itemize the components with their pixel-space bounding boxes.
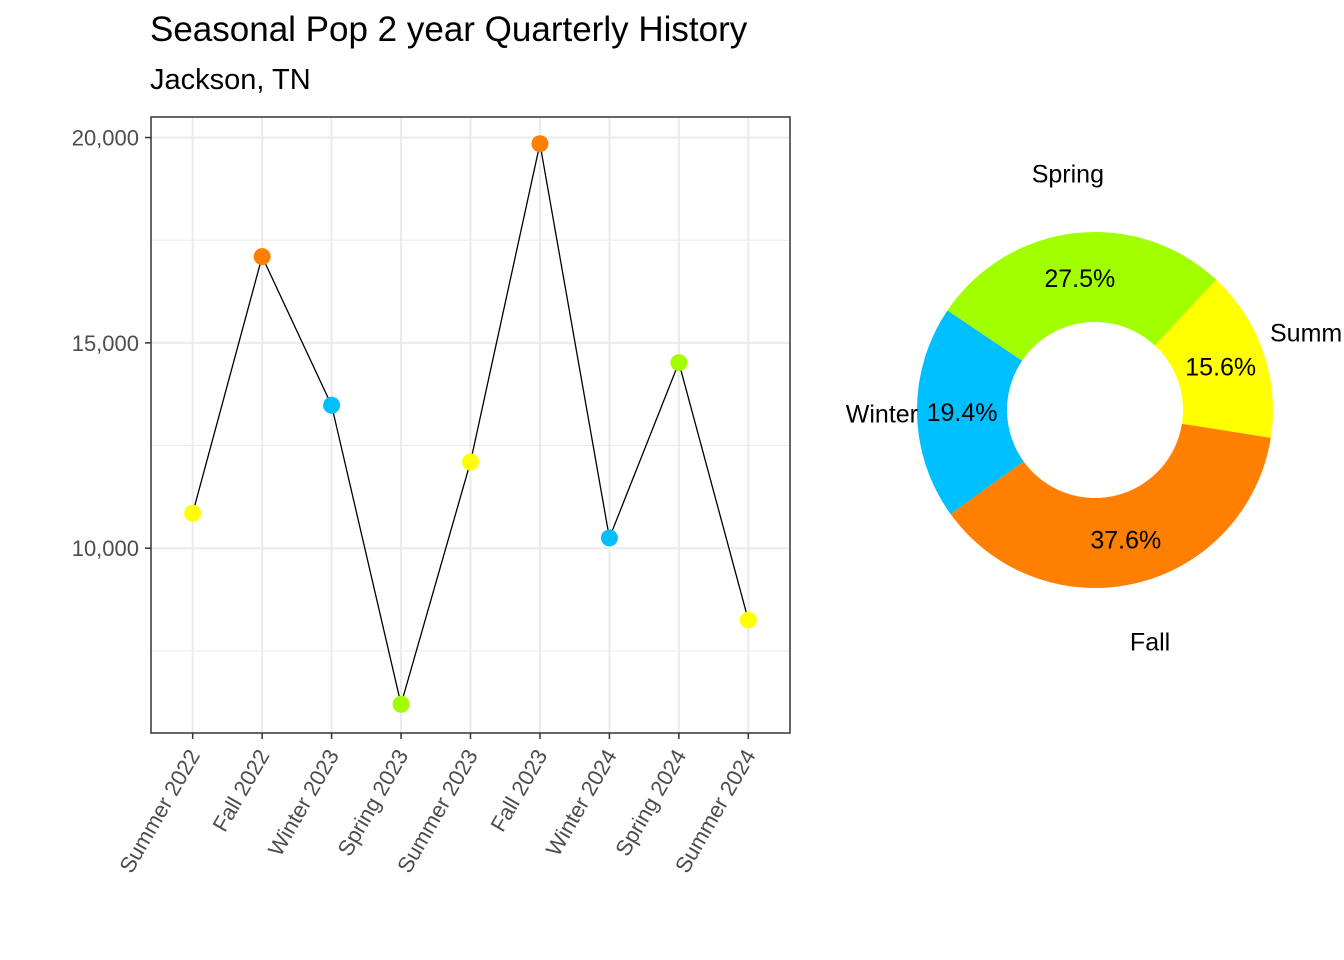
donut-slice [947,232,1217,361]
slice-percent-label: 15.6% [1185,354,1256,382]
x-tick-label: Fall 2023 [485,745,552,836]
slice-category-label: Fall [1130,629,1170,657]
donut-slice [1154,279,1273,438]
y-tick-label: 20,000 [72,126,139,151]
donut-slice [917,310,1024,515]
slice-percent-label: 27.5% [1044,265,1115,293]
chart-subtitle: Jackson, TN [150,64,311,96]
slice-percent-label: 19.4% [927,399,998,427]
data-point [600,529,618,547]
data-point [462,453,479,471]
y-tick-label: 15,000 [72,331,139,356]
data-point [184,504,202,522]
slice-category-label: Spring [1032,161,1104,189]
x-tick-label: Spring 2024 [610,745,691,860]
x-tick-label: Summer 2022 [114,745,205,877]
donut-slice [950,423,1271,589]
chart-title: Seasonal Pop 2 year Quarterly History [150,10,748,49]
slice-percent-label: 37.6% [1090,526,1161,554]
slice-category-label: Summ [1270,319,1342,347]
data-point [323,396,341,414]
data-point [531,135,549,153]
data-point [739,611,757,629]
y-tick-label: 10,000 [72,536,139,561]
data-point [392,695,410,713]
x-tick-label: Spring 2023 [332,745,413,860]
x-tick-label: Winter 2023 [263,745,344,860]
x-tick-label: Fall 2022 [208,745,275,836]
slice-category-label: Winter [846,401,918,429]
data-point [253,248,271,266]
data-point [670,354,688,372]
x-tick-label: Winter 2024 [541,745,622,860]
